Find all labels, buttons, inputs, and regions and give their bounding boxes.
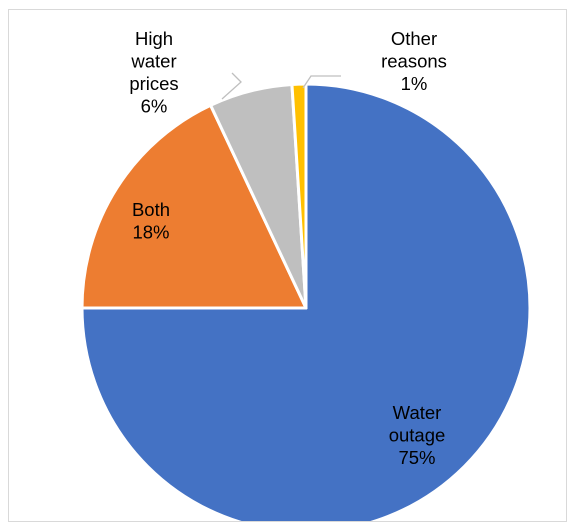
pie-slice-water-outage xyxy=(80,82,532,521)
chart-area: Water outage 75% Both 18% High water prices 6% Ot… xyxy=(8,9,567,522)
data-label-both: Both 18% xyxy=(132,199,170,243)
data-label-water-outage: Water outage 75% xyxy=(389,402,446,468)
data-label-other-reasons: Other reasons 1% xyxy=(381,28,447,94)
data-label-high-water-prices: High water prices 6% xyxy=(129,28,178,117)
leader-line-high-water-prices xyxy=(221,72,242,100)
pie-chart: Water outage 75% Both 18% High water prices 6% Ot… xyxy=(80,28,532,521)
pie-slice-both xyxy=(80,103,308,310)
leader-line-other-reasons xyxy=(302,75,341,89)
